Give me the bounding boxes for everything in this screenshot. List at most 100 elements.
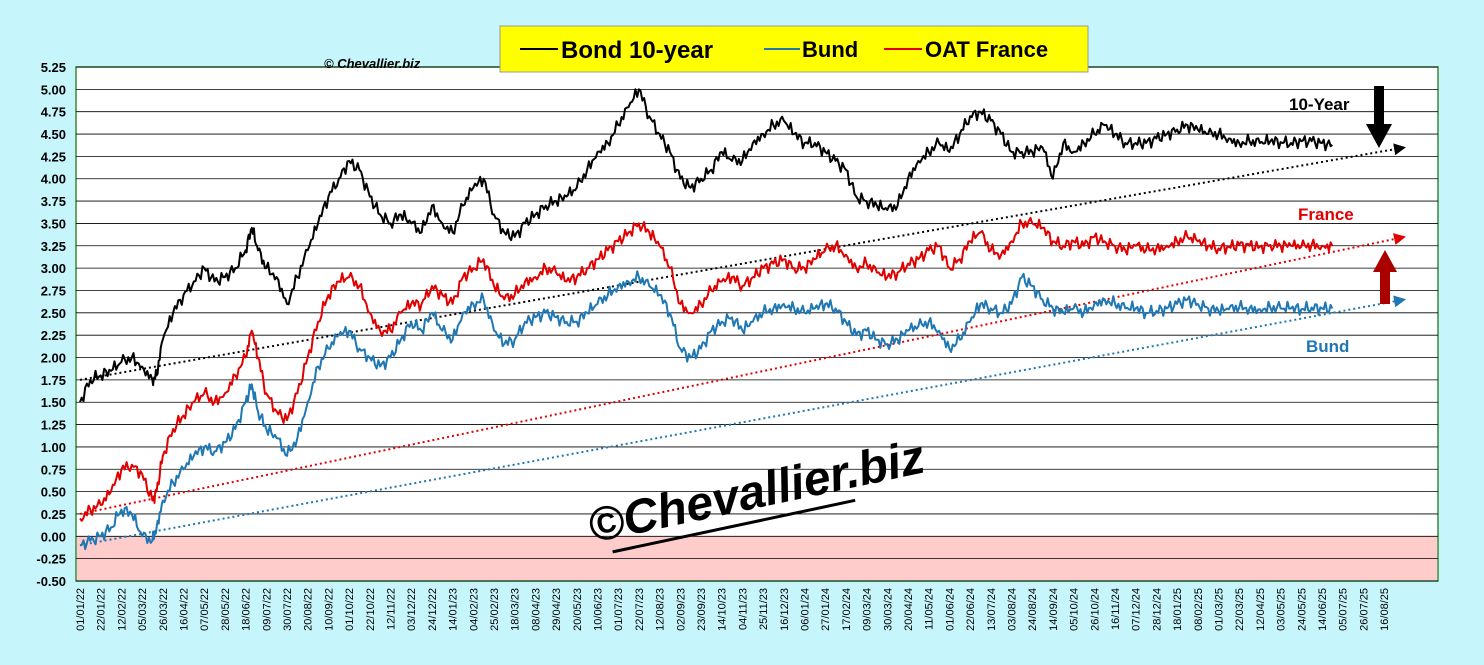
x-tick-label: 16/11/24	[1110, 588, 1122, 630]
x-tick-label: 24/08/24	[1027, 588, 1039, 631]
x-tick-label: 12/02/22	[116, 588, 128, 631]
x-tick-label: 06/01/24	[800, 588, 812, 631]
x-tick-label: 20/05/23	[572, 588, 584, 631]
series-line-0	[79, 88, 1333, 403]
y-tick-label: 3.75	[41, 194, 66, 209]
x-tick-label: 07/05/22	[199, 588, 211, 631]
x-tick-label: 25/11/23	[758, 588, 770, 630]
x-tick-label: 01/07/23	[613, 588, 625, 631]
x-tick-label: 01/06/24	[944, 588, 956, 631]
x-tick-label: 04/11/23	[737, 588, 749, 630]
x-tick-label: 22/07/23	[634, 588, 646, 631]
x-tick-label: 30/07/22	[282, 588, 294, 631]
y-tick-label: 0.75	[41, 462, 66, 477]
x-tick-label: 03/05/25	[1276, 588, 1288, 631]
x-axis-tick-labels: 01/01/22 22/01/22 12/02/22 05/03/22 26/03/22…	[75, 588, 1391, 631]
x-tick-label: 18/03/23	[510, 588, 522, 631]
x-tick-label: 23/09/23	[696, 588, 708, 631]
x-tick-label: 24/12/22	[427, 588, 439, 631]
x-tick-label: 01/01/22	[75, 588, 87, 631]
x-tick-label: 22/10/22	[365, 588, 377, 631]
y-tick-label: 3.50	[41, 216, 66, 231]
x-tick-label: 24/05/25	[1296, 588, 1308, 631]
x-tick-label: 01/10/22	[344, 588, 356, 631]
x-tick-label: 14/10/23	[717, 588, 729, 631]
y-tick-label: 4.50	[41, 127, 66, 142]
gridlines	[76, 66, 1438, 582]
y-tick-label: 3.00	[41, 261, 66, 276]
x-tick-label: 22/06/24	[965, 588, 977, 631]
y-tick-label: 4.00	[41, 172, 66, 187]
x-tick-label: 01/03/25	[1214, 588, 1226, 631]
negative-yield-zone	[77, 536, 1437, 580]
trendlines	[79, 143, 1406, 547]
x-tick-label: 18/06/22	[241, 588, 253, 631]
x-tick-label: 04/02/23	[468, 588, 480, 631]
x-tick-label: 12/04/25	[1255, 588, 1267, 631]
x-tick-label: 26/07/25	[1358, 588, 1370, 631]
y-tick-label: 0.25	[41, 507, 66, 522]
x-tick-label: 26/10/24	[1089, 588, 1101, 631]
x-tick-label: 28/12/24	[1151, 588, 1163, 631]
x-tick-label: 09/03/24	[862, 588, 874, 631]
y-tick-label: 1.50	[41, 395, 66, 410]
x-tick-label: 13/07/24	[986, 588, 998, 631]
x-tick-label: 05/10/24	[1069, 588, 1081, 631]
down-arrow-icon	[1366, 86, 1392, 148]
x-tick-label: 08/04/23	[530, 588, 542, 631]
x-tick-label: 05/03/22	[137, 588, 149, 631]
annotation-bund: Bund	[1306, 337, 1349, 356]
annotation-france: France	[1298, 205, 1354, 224]
legend-label-bond: Bond 10-year	[561, 37, 713, 64]
x-tick-label: 25/02/23	[489, 588, 501, 631]
x-tick-label: 14/01/23	[448, 588, 460, 631]
x-tick-label: 26/03/22	[158, 588, 170, 631]
x-tick-label: 14/06/25	[1317, 588, 1329, 631]
x-tick-label: 22/03/25	[1234, 588, 1246, 631]
trendline-0	[79, 143, 1406, 381]
up-arrow-icon	[1373, 250, 1397, 304]
y-tick-label: 1.25	[41, 418, 66, 433]
y-tick-label: 5.00	[41, 82, 66, 97]
x-tick-label: 14/09/24	[1048, 588, 1060, 631]
y-tick-label: 2.25	[41, 328, 66, 343]
x-tick-label: 22/01/22	[96, 588, 108, 631]
x-tick-label: 08/02/25	[1193, 588, 1205, 631]
series-line-1	[79, 216, 1334, 522]
y-tick-label: 0.00	[41, 529, 66, 544]
x-tick-label: 17/02/24	[841, 588, 853, 631]
series-line-2	[79, 270, 1334, 551]
y-tick-label: -0.50	[36, 574, 66, 589]
plot-area	[75, 66, 1439, 582]
x-tick-label: 16/08/25	[1379, 588, 1391, 631]
x-tick-label: 29/04/23	[551, 588, 563, 631]
x-tick-label: 10/09/22	[323, 588, 335, 631]
x-tick-label: 05/07/25	[1338, 588, 1350, 631]
y-tick-label: -0.25	[36, 552, 66, 567]
y-tick-label: 1.75	[41, 373, 66, 388]
x-tick-label: 11/05/24	[924, 588, 936, 630]
x-tick-label: 30/03/24	[882, 588, 894, 631]
x-tick-label: 03/08/24	[1007, 588, 1019, 631]
trendline-1	[79, 233, 1406, 515]
y-tick-label: 1.00	[41, 440, 66, 455]
y-tick-label: 2.75	[41, 283, 66, 298]
series-lines	[79, 88, 1334, 551]
x-tick-label: 20/08/22	[303, 588, 315, 631]
y-tick-label: 5.25	[41, 60, 66, 75]
y-tick-label: 2.00	[41, 351, 66, 366]
y-tick-label: 3.25	[41, 239, 66, 254]
x-tick-label: 16/12/23	[779, 588, 791, 631]
y-tick-label: 4.25	[41, 149, 66, 164]
x-tick-label: 28/05/22	[220, 588, 232, 631]
x-tick-label: 02/09/23	[675, 588, 687, 631]
copyright-label: © Chevallier.biz	[324, 56, 421, 71]
x-tick-label: 12/11/22	[386, 588, 398, 630]
x-tick-label: 07/12/24	[1131, 588, 1143, 631]
x-tick-label: 12/08/23	[655, 588, 667, 631]
x-tick-label: 09/07/22	[261, 588, 273, 631]
x-tick-label: 03/12/22	[406, 588, 418, 631]
annotation-ten-year: 10-Year	[1289, 95, 1350, 114]
y-axis-tick-labels: 5.25 5.00 4.75 4.50 4.25 4.00 3.75 3.50 3.25 3.00…	[36, 60, 66, 589]
